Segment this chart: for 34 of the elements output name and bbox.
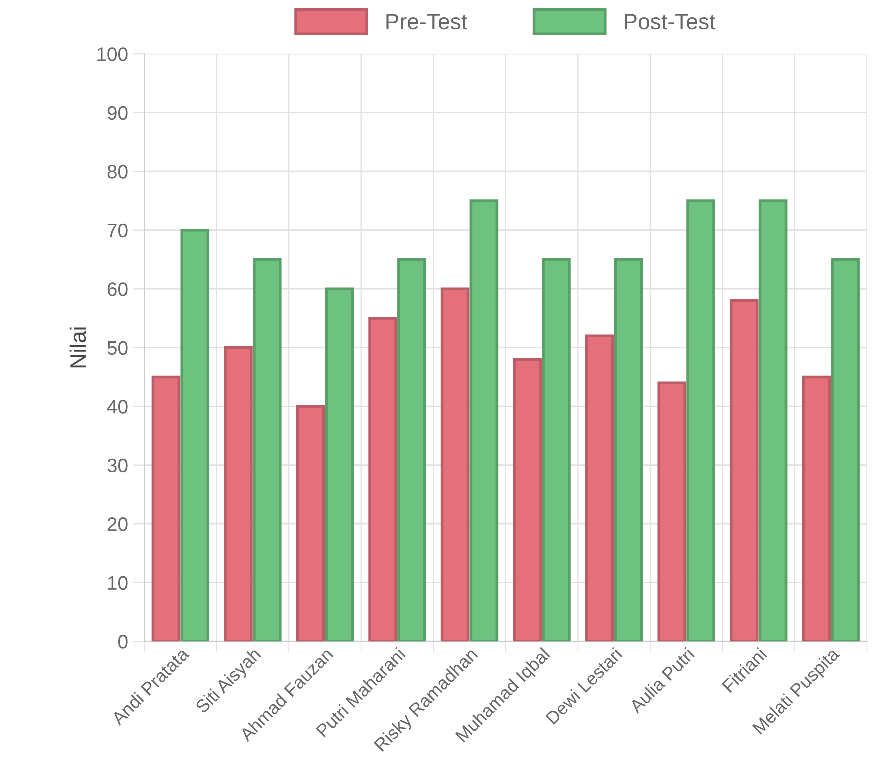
- y-tick-label: 70: [108, 224, 128, 238]
- y-tick-label: 50: [108, 341, 128, 356]
- bar: [614, 258, 644, 642]
- bar: [470, 200, 499, 642]
- bar: [513, 358, 542, 642]
- bar: [686, 200, 716, 642]
- y-tick-label: 10: [108, 576, 128, 590]
- bar: [542, 258, 571, 642]
- y-tick-label: 40: [107, 400, 128, 414]
- y-tick-label: 20: [108, 518, 128, 532]
- legend-label: Pre-Test: [386, 14, 468, 30]
- bar: [585, 334, 614, 642]
- bar: [325, 288, 354, 642]
- bar: [758, 200, 788, 642]
- y-tick-label: 100: [98, 48, 128, 62]
- bar: [224, 346, 253, 642]
- bar: [368, 317, 398, 642]
- y-tick-label: 90: [108, 106, 128, 120]
- y-tick-label: 80: [108, 165, 128, 179]
- bar: [658, 382, 687, 642]
- legend-label: Post-Test: [624, 14, 716, 30]
- bar: [296, 405, 326, 642]
- bar: [398, 258, 426, 642]
- y-tick-label: 30: [108, 458, 128, 473]
- bar: [440, 288, 470, 642]
- y-axis-title: Nilai: [70, 328, 86, 368]
- bar: [152, 376, 181, 642]
- y-tick-label: 60: [108, 282, 128, 296]
- bar: [180, 228, 210, 642]
- bar: [802, 376, 832, 642]
- bar: [253, 258, 282, 642]
- bar: [730, 299, 759, 642]
- y-tick-label: 0: [118, 635, 128, 649]
- bar: [831, 258, 860, 642]
